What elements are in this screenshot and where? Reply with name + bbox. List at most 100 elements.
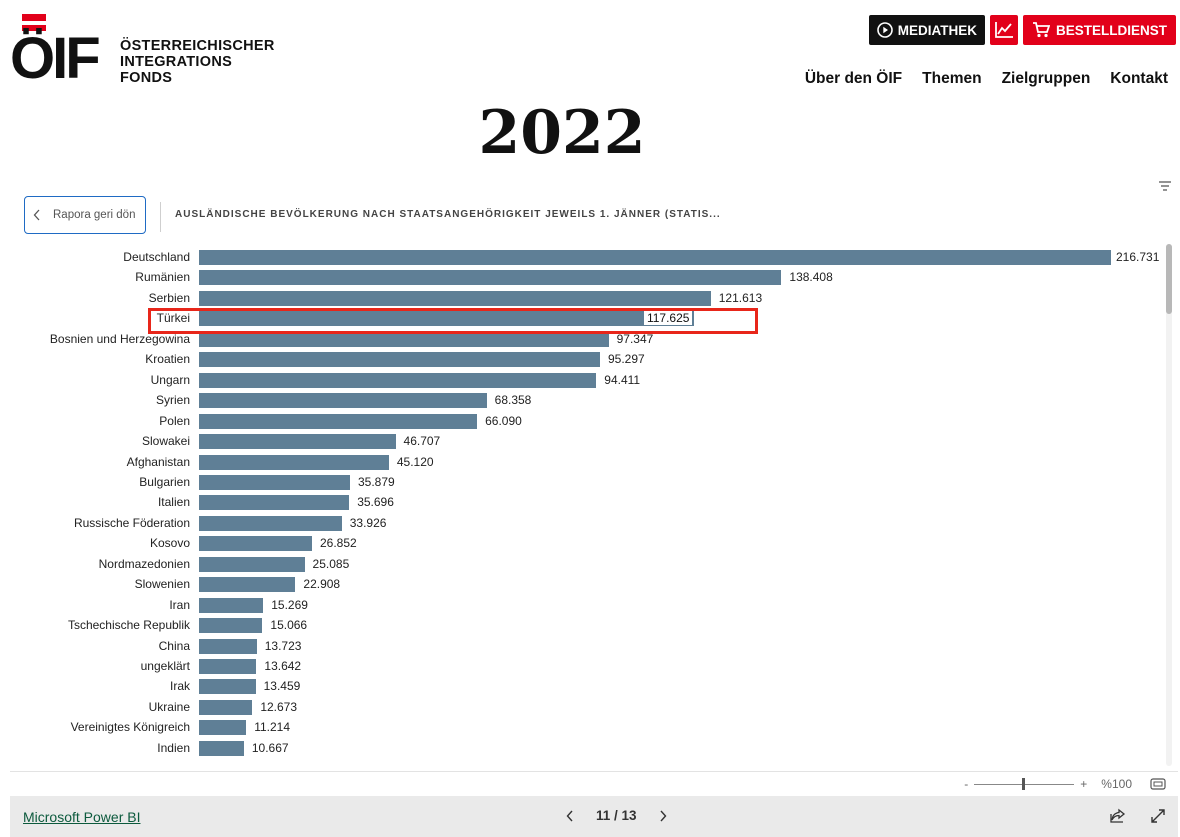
data-label: 13.723	[264, 638, 302, 653]
data-label: 22.908	[303, 577, 341, 592]
bar-row[interactable]: Tschechische Republik 15.066	[10, 616, 1165, 636]
category-label: Irak	[169, 679, 190, 694]
bar[interactable]	[199, 393, 487, 409]
visual-title: AUSLÄNDISCHE BEVÖLKERUNG NACH STAATSANGE…	[175, 209, 721, 220]
category-label: Indien	[157, 740, 190, 755]
statistics-button[interactable]	[989, 15, 1018, 45]
fit-to-page-icon[interactable]	[1150, 778, 1166, 790]
data-label: 68.358	[494, 393, 532, 408]
zoom-in-button[interactable]: +	[1080, 777, 1088, 791]
oif-logo[interactable]: ÖIF ÖSTERREICHISCHER INTEGRATIONS FONDS	[10, 14, 290, 88]
bar-row[interactable]: Afghanistan 45.120	[10, 453, 1165, 473]
bar-row[interactable]: ungeklärt 13.642	[10, 657, 1165, 677]
bar[interactable]	[199, 740, 244, 756]
zoom-out-button[interactable]: -	[964, 777, 969, 791]
bar-row[interactable]: Rumänien 138.408	[10, 268, 1165, 288]
bar-row[interactable]: Türkei 117.625	[10, 309, 1165, 329]
nav-zielgruppen[interactable]: Zielgruppen	[1001, 70, 1091, 87]
category-label: Kosovo	[149, 536, 190, 551]
bar[interactable]	[199, 699, 253, 715]
bar[interactable]	[199, 311, 694, 327]
bar-row[interactable]: Indien 10.667	[10, 739, 1165, 759]
bar-row[interactable]: Polen 66.090	[10, 412, 1165, 432]
bar[interactable]	[199, 250, 1111, 265]
bar-row[interactable]: Slowakei 46.707	[10, 432, 1165, 452]
mediathek-label: MEDIATHEK	[897, 22, 977, 38]
bar-row[interactable]: Ukraine 12.673	[10, 698, 1165, 718]
bar[interactable]	[199, 290, 711, 306]
bar[interactable]	[199, 679, 256, 695]
bar[interactable]	[199, 720, 247, 736]
powerbi-footer: Microsoft Power BI 11 / 13	[10, 796, 1178, 837]
bar[interactable]	[199, 270, 782, 286]
chevron-right-icon[interactable]	[659, 810, 667, 822]
filter-icon[interactable]	[1158, 180, 1172, 192]
chevron-left-icon[interactable]	[566, 810, 574, 822]
expand-icon[interactable]	[1150, 808, 1166, 824]
data-label: 117.625	[643, 311, 693, 326]
bar[interactable]	[199, 372, 597, 388]
page-indicator: 11 / 13	[596, 808, 637, 823]
bar-row[interactable]: Serbien 121.613	[10, 289, 1165, 309]
bar[interactable]	[199, 618, 263, 634]
bar-chart[interactable]: Deutschland 216.731 Rumänien 138.408 Serbien…	[10, 244, 1165, 770]
bar[interactable]	[199, 577, 296, 593]
zoom-level: %100	[1101, 777, 1132, 791]
data-label: 26.852	[319, 536, 357, 551]
page-navigator: 11 / 13	[566, 808, 667, 823]
data-label: 35.879	[357, 474, 395, 489]
bar-row[interactable]: Ungarn 94.411	[10, 371, 1165, 391]
chart-scrollbar-thumb[interactable]	[1166, 244, 1172, 314]
bar-row[interactable]: Slowenien 22.908	[10, 575, 1165, 595]
bar-row[interactable]: Nordmazedonien 25.085	[10, 555, 1165, 575]
bar[interactable]	[199, 597, 264, 613]
bar-row[interactable]: Bulgarien 35.879	[10, 473, 1165, 493]
category-label: Slowakei	[141, 434, 190, 449]
top-buttons: MEDIATHEK BESTELLDIENST	[868, 15, 1176, 45]
bar[interactable]	[199, 352, 600, 368]
logo-mark: ÖIF	[10, 26, 101, 91]
bar-row[interactable]: China 13.723	[10, 637, 1165, 657]
bar-row[interactable]: Italien 35.696	[10, 493, 1165, 513]
bar-row[interactable]: Deutschland 216.731	[10, 248, 1165, 268]
bar[interactable]	[199, 454, 389, 470]
share-icon[interactable]	[1110, 808, 1126, 824]
bar[interactable]	[199, 638, 257, 654]
bar[interactable]	[199, 413, 478, 429]
zoom-slider-thumb[interactable]	[1022, 777, 1026, 790]
bar-row[interactable]: Irak 13.459	[10, 677, 1165, 697]
bar-row[interactable]: Kroatien 95.297	[10, 350, 1165, 370]
shopping-cart-icon	[1032, 22, 1050, 38]
nav-themen[interactable]: Themen	[922, 70, 982, 87]
category-label: Deutschland	[123, 250, 190, 264]
logo-line: ÖSTERREICHISCHER	[120, 38, 275, 54]
mediathek-button[interactable]: MEDIATHEK	[868, 15, 985, 45]
bar[interactable]	[199, 434, 396, 450]
bar-row[interactable]: Russische Föderation 33.926	[10, 514, 1165, 534]
bar-row[interactable]: Iran 15.269	[10, 596, 1165, 616]
nav-kontakt[interactable]: Kontakt	[1110, 70, 1168, 87]
data-label: 15.269	[271, 597, 308, 612]
category-label: China	[158, 638, 190, 653]
bestelldienst-label: BESTELLDIENST	[1055, 22, 1167, 38]
zoom-slider[interactable]	[974, 777, 1075, 790]
nav-ueber-den-oif[interactable]: Über den ÖIF	[804, 70, 903, 87]
back-to-report-button[interactable]: Rapora geri dön	[24, 196, 146, 234]
data-label: 13.642	[264, 659, 302, 673]
bar-row[interactable]: Kosovo 26.852	[10, 534, 1165, 554]
bar-row[interactable]: Syrien 68.358	[10, 391, 1165, 411]
bar[interactable]	[199, 536, 312, 552]
bar-row[interactable]: Bosnien und Herzegowina 97.347	[10, 330, 1165, 350]
bar-row[interactable]: Vereinigtes Königreich 11.214	[10, 718, 1165, 738]
bar[interactable]	[199, 495, 350, 511]
page-title: 2022	[478, 98, 646, 168]
bar[interactable]	[199, 659, 257, 674]
bar[interactable]	[199, 474, 350, 490]
bar[interactable]	[199, 331, 609, 347]
bar[interactable]	[199, 515, 342, 531]
bestelldienst-button[interactable]: BESTELLDIENST	[1022, 15, 1176, 45]
data-label: 15.066	[270, 618, 308, 633]
bar[interactable]	[199, 556, 305, 572]
chart-scrollbar-track[interactable]	[1166, 244, 1172, 766]
powerbi-link[interactable]: Microsoft Power BI	[23, 809, 141, 825]
